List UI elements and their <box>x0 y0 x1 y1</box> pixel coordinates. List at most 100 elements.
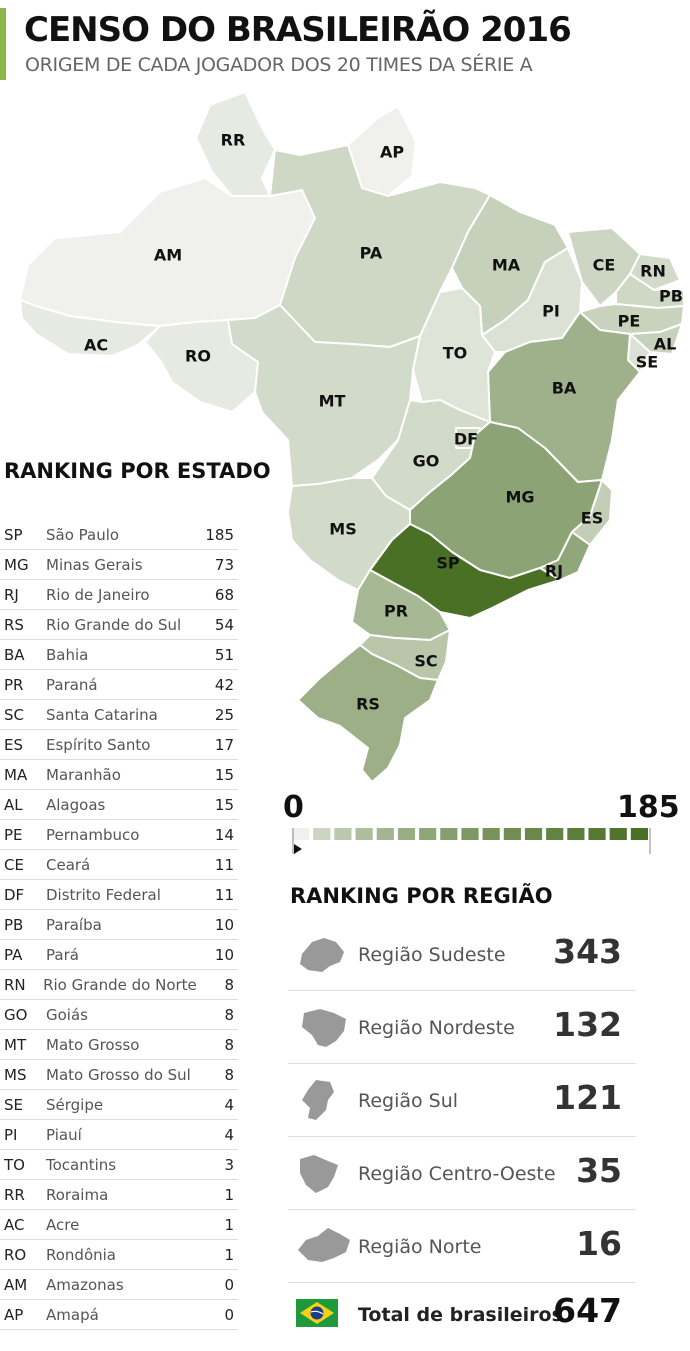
table-row: BA Bahia 51 <box>0 640 238 670</box>
state-name: Rio Grande do Sul <box>46 615 182 634</box>
table-row: TO Tocantins 3 <box>0 1150 238 1180</box>
state-abbr: MS <box>4 1065 27 1084</box>
table-row: SP São Paulo 185 <box>0 520 238 550</box>
sudeste-region-icon <box>300 938 344 972</box>
state-abbr: PE <box>4 825 23 844</box>
scale-step <box>376 828 394 840</box>
state-abbr: RN <box>4 975 26 994</box>
map-label-pa: PA <box>360 244 383 263</box>
state-name: Amazonas <box>46 1275 124 1294</box>
state-abbr: SC <box>4 705 24 724</box>
region-name: Região Norte <box>358 1236 482 1258</box>
state-shape-rs <box>297 644 439 783</box>
table-row: GO Goiás 8 <box>0 1000 238 1030</box>
state-name: Sérgipe <box>46 1095 104 1114</box>
state-count: 185 <box>205 525 234 544</box>
brazil-flag-icon <box>296 1299 338 1327</box>
state-name: Goiás <box>46 1005 88 1024</box>
state-name: Mato Grosso <box>46 1035 140 1054</box>
region-row: Região Centro-Oeste 35 <box>288 1137 636 1210</box>
state-name: Santa Catarina <box>46 705 158 724</box>
table-row: RO Rondônia 1 <box>0 1240 238 1270</box>
map-label-ba: BA <box>552 379 577 398</box>
state-count: 8 <box>224 975 234 994</box>
state-count: 11 <box>214 885 234 904</box>
table-row: PR Paraná 42 <box>0 670 238 700</box>
state-name: Distrito Federal <box>46 885 161 904</box>
scale-max-label: 185 <box>617 790 680 825</box>
scale-step <box>503 828 521 840</box>
state-name: Piauí <box>46 1125 82 1144</box>
state-abbr: TO <box>4 1155 25 1174</box>
map-label-ce: CE <box>593 256 616 275</box>
state-abbr: AL <box>4 795 23 814</box>
table-row: SC Santa Catarina 25 <box>0 700 238 730</box>
state-abbr: AC <box>4 1215 25 1234</box>
scale-step <box>482 828 500 840</box>
state-count: 4 <box>224 1095 234 1114</box>
map-label-mt: MT <box>319 392 346 411</box>
state-abbr: MA <box>4 765 28 784</box>
total-row: Total de brasileiros 647 <box>288 1283 636 1343</box>
state-name: Pernambuco <box>46 825 140 844</box>
state-abbr: RR <box>4 1185 25 1204</box>
state-count: 3 <box>224 1155 234 1174</box>
state-abbr: MG <box>4 555 29 574</box>
scale-min-label: 0 <box>283 790 304 825</box>
state-shape-ac <box>19 299 161 357</box>
map-label-se: SE <box>636 353 658 372</box>
state-count: 54 <box>214 615 234 634</box>
state-count: 15 <box>214 765 234 784</box>
state-name: Rio de Janeiro <box>46 585 150 604</box>
state-count: 14 <box>214 825 234 844</box>
state-abbr: CE <box>4 855 24 874</box>
table-row: MS Mato Grosso do Sul 8 <box>0 1060 238 1090</box>
table-row: AL Alagoas 15 <box>0 790 238 820</box>
region-ranking-heading: RANKING POR REGIÃO <box>290 884 553 908</box>
map-label-sp: SP <box>436 554 460 573</box>
state-count: 8 <box>224 1035 234 1054</box>
table-row: PE Pernambuco 14 <box>0 820 238 850</box>
state-count: 4 <box>224 1125 234 1144</box>
table-row: RS Rio Grande do Sul 54 <box>0 610 238 640</box>
state-name: Paraná <box>46 675 98 694</box>
map-label-pe: PE <box>618 312 641 331</box>
region-row: Região Nordeste 132 <box>288 991 636 1064</box>
region-value: 16 <box>576 1224 622 1263</box>
scale-step <box>397 828 416 840</box>
scale-step <box>609 828 627 840</box>
map-label-rr: RR <box>221 131 246 150</box>
state-count: 11 <box>214 855 234 874</box>
state-count: 51 <box>214 645 234 664</box>
state-abbr: AM <box>4 1275 28 1294</box>
map-label-ms: MS <box>329 520 356 539</box>
table-row: DF Distrito Federal 11 <box>0 880 238 910</box>
region-name: Região Sudeste <box>358 944 506 966</box>
state-name: Espírito Santo <box>46 735 151 754</box>
state-count: 1 <box>224 1215 234 1234</box>
state-name: Rondônia <box>46 1245 116 1264</box>
scale-step <box>524 828 543 840</box>
state-count: 1 <box>224 1185 234 1204</box>
map-label-pr: PR <box>384 602 408 621</box>
total-label: Total de brasileiros <box>358 1304 563 1326</box>
state-abbr: MT <box>4 1035 27 1054</box>
centro-oeste-region-icon <box>300 1155 338 1193</box>
scale-step <box>461 828 479 840</box>
state-name: Roraima <box>46 1185 109 1204</box>
scale-step <box>313 828 331 840</box>
state-shape-mt <box>227 304 421 487</box>
state-name: Maranhão <box>46 765 121 784</box>
state-name: Acre <box>46 1215 80 1234</box>
state-count: 15 <box>214 795 234 814</box>
state-shape-rn <box>629 253 681 291</box>
map-label-mg: MG <box>505 488 534 507</box>
state-abbr: RJ <box>4 585 19 604</box>
region-name: Região Centro-Oeste <box>358 1163 556 1185</box>
scale-step <box>334 828 352 840</box>
table-row: AC Acre 1 <box>0 1210 238 1240</box>
table-row: MT Mato Grosso 8 <box>0 1030 238 1060</box>
state-abbr: RS <box>4 615 24 634</box>
state-abbr: SP <box>4 525 23 544</box>
state-count: 1 <box>224 1245 234 1264</box>
